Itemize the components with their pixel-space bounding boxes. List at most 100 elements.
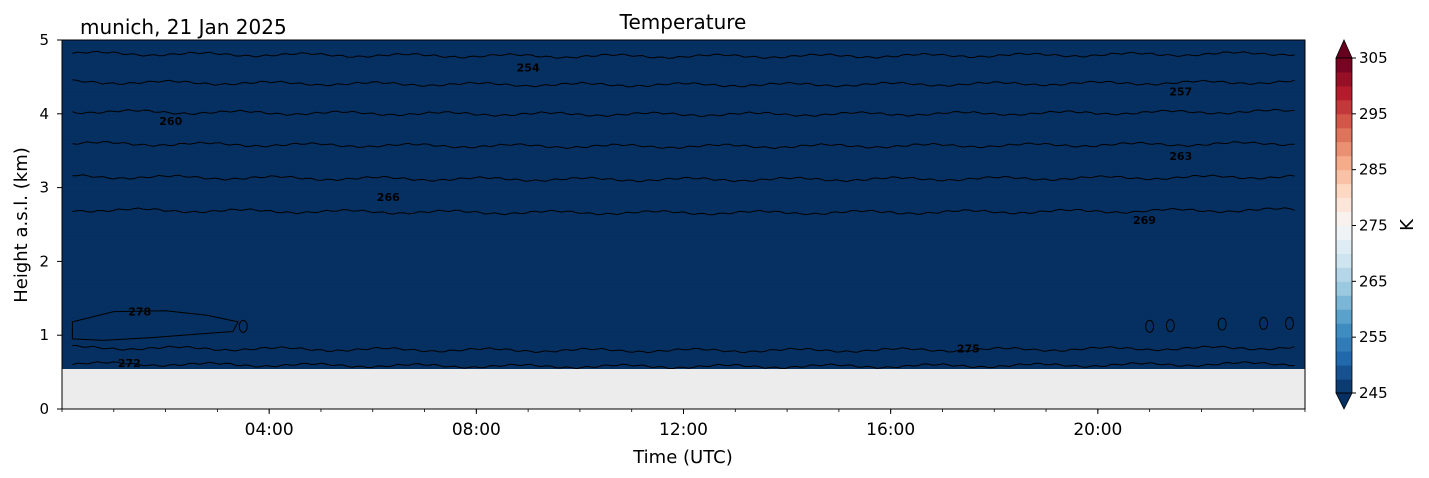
temperature-band: [62, 110, 1305, 115]
colorbar-segment: [1336, 379, 1352, 394]
temperature-band: [62, 124, 1305, 130]
colorbar-segment: [1336, 85, 1352, 101]
y-axis-label: Height a.s.l. (km): [11, 147, 32, 303]
contour-line-278-cell: [1217, 317, 1227, 331]
temperature-band: [62, 246, 1305, 251]
colorbar-tick-label: 245: [1359, 384, 1388, 402]
plot-area: 254 257 260 263 266 269 278 275 272: [62, 40, 1305, 409]
colorbar-segment: [1336, 99, 1352, 115]
x-tick-label: 04:00: [245, 420, 294, 440]
contour-lines: [71, 50, 1295, 370]
contour-line: [72, 50, 1295, 60]
temperature-band: [62, 228, 1305, 233]
temperature-band: [62, 301, 1305, 307]
temperature-band: [62, 191, 1305, 196]
temperature-band: [62, 99, 1305, 104]
colorbar-tick-label: 265: [1359, 272, 1388, 290]
temperature-band: [62, 65, 1305, 71]
contour-label: 266: [377, 191, 400, 204]
temperature-band: [62, 73, 1305, 78]
temperature-band: [62, 150, 1305, 155]
contour-line-278-cell: [1165, 319, 1175, 333]
contour-line: [72, 174, 1295, 183]
contour-line-278-cell: [1145, 319, 1155, 333]
temperature-band: [62, 220, 1305, 226]
chart-title: Temperature: [619, 10, 747, 34]
temperature-band: [62, 261, 1305, 266]
temperature-band: [62, 231, 1305, 237]
colorbar-segment: [1336, 127, 1352, 143]
temperature-band: [62, 276, 1305, 281]
contour-line-278-cell: [1284, 316, 1294, 330]
temperature-band: [62, 213, 1305, 218]
temperature-band: [62, 338, 1305, 344]
y-tick-label: 4: [39, 105, 49, 123]
y-axis: 0 1 2 3 4 5: [39, 31, 62, 418]
colorbar-segment: [1336, 295, 1352, 310]
colorbar: 245 255 265 275 285 295 305: [1335, 39, 1388, 410]
temperature-band: [62, 265, 1305, 270]
contour-line: [72, 207, 1295, 216]
temperature-band: [62, 254, 1305, 259]
contour-label: 260: [159, 115, 182, 128]
colorbar-segment: [1336, 169, 1352, 185]
temperature-band: [62, 187, 1305, 192]
contour-line: [72, 141, 1295, 150]
x-tick-label: 08:00: [452, 420, 501, 440]
colorbar-segment: [1336, 267, 1352, 282]
temperature-band: [62, 316, 1305, 322]
colorbar-segment: [1336, 141, 1352, 157]
temperature-band: [62, 143, 1305, 148]
temperature-band: [62, 320, 1305, 325]
temperature-band: [62, 91, 1305, 96]
temperature-band: [62, 183, 1305, 189]
colorbar-tick-label: 285: [1359, 161, 1388, 179]
x-tick-label: 16:00: [866, 420, 915, 440]
contour-label: 272: [118, 357, 141, 370]
colorbar-tick-label: 295: [1359, 105, 1388, 123]
temperature-band: [62, 242, 1305, 248]
temperature-band: [62, 268, 1305, 274]
temperature-band: [62, 335, 1305, 340]
x-tick-label: 20:00: [1073, 420, 1122, 440]
temperature-band: [62, 349, 1305, 355]
contour-label: 257: [1169, 86, 1192, 99]
y-tick-label: 2: [39, 252, 49, 270]
temperature-band: [62, 239, 1305, 244]
colorbar-segment: [1336, 323, 1352, 338]
temperature-band: [62, 117, 1305, 122]
y-tick-label: 3: [39, 179, 49, 197]
temperature-band: [62, 298, 1305, 303]
temperature-band: [62, 176, 1305, 181]
temperature-band: [62, 135, 1305, 141]
contour-label: 263: [1169, 150, 1192, 163]
temperature-band: [62, 69, 1305, 74]
contour-label: 269: [1133, 214, 1156, 227]
temperature-band: [62, 76, 1305, 82]
temperature-band: [62, 342, 1305, 347]
temperature-band: [62, 290, 1305, 296]
temperature-band: [62, 305, 1305, 310]
colorbar-segment: [1336, 183, 1352, 199]
temperature-band: [62, 353, 1305, 358]
colorbar-tick-label: 275: [1359, 217, 1388, 235]
temperature-band: [62, 198, 1305, 203]
colorbar-segment: [1336, 281, 1352, 296]
temperature-band: [62, 346, 1305, 351]
temperature-band: [62, 128, 1305, 133]
contour-line-278-cell: [238, 319, 248, 333]
colorbar-segment: [1336, 71, 1352, 87]
temperature-band: [62, 257, 1305, 262]
temperature-band: [62, 121, 1305, 126]
colorbar-segment: [1336, 351, 1352, 366]
temperature-band: [62, 147, 1305, 152]
colorbar-label: K: [1397, 218, 1418, 231]
temperature-band: [62, 180, 1305, 185]
colorbar-extend-min: [1335, 392, 1353, 410]
temperature-band: [62, 139, 1305, 144]
contour-line-278: [71, 310, 239, 341]
temperature-band: [62, 84, 1305, 89]
temperature-band: [62, 154, 1305, 159]
colorbar-segment: [1336, 113, 1352, 129]
colorbar-segment: [1336, 253, 1352, 268]
